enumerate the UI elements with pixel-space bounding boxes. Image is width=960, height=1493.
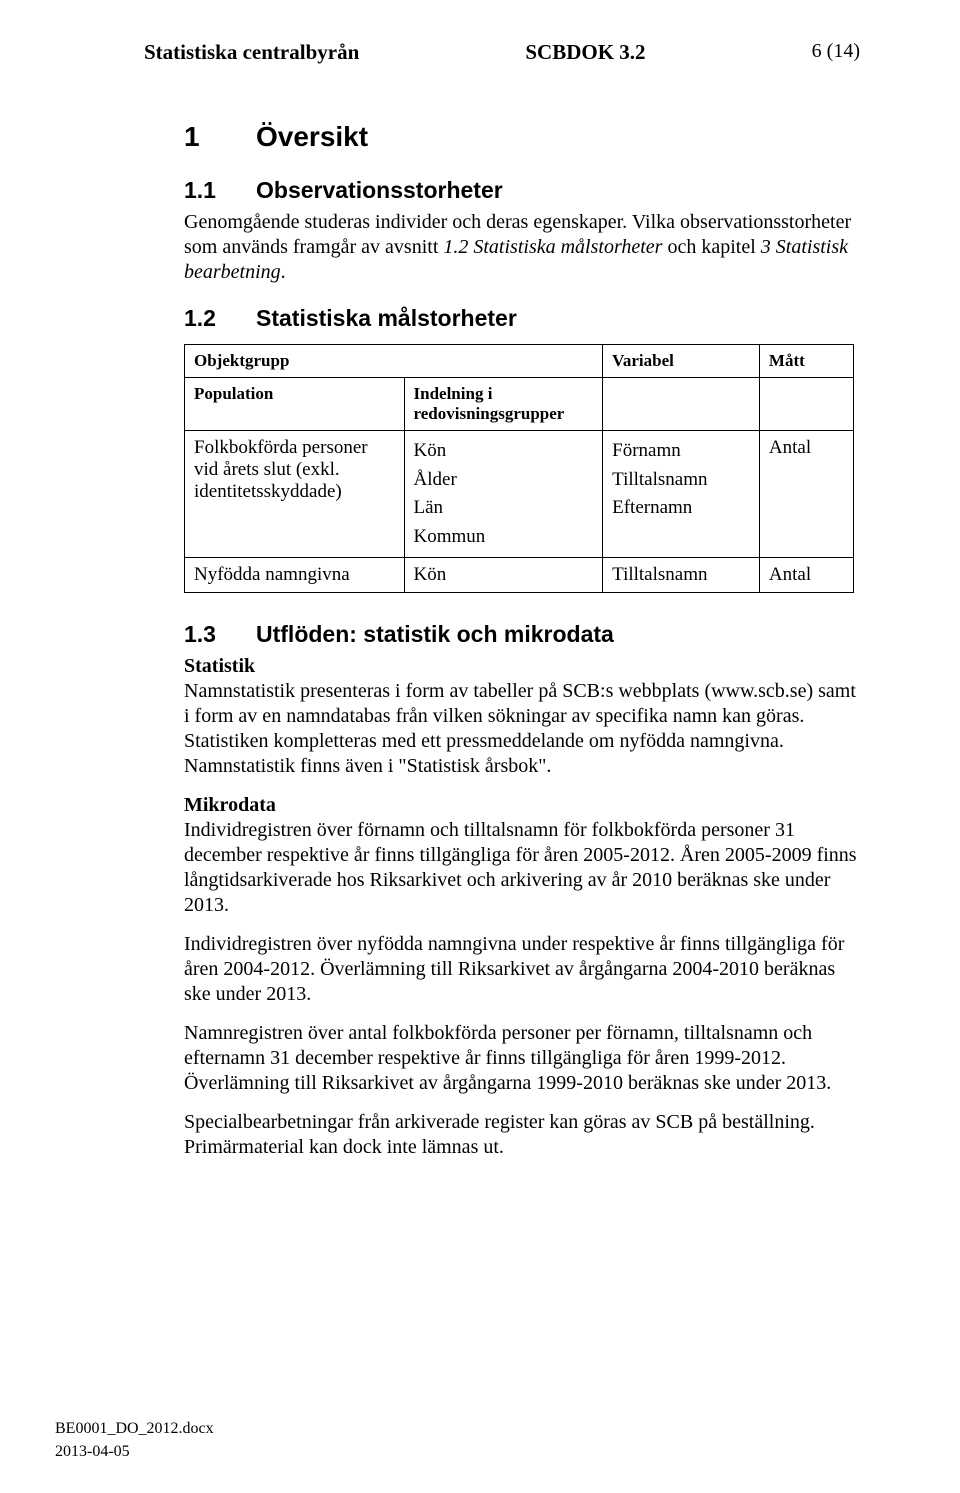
footer-filename: BE0001_DO_2012.docx	[55, 1417, 214, 1440]
cell-indelning-1: Kön Ålder Län Kommun	[404, 431, 603, 558]
ind-alder: Ålder	[414, 466, 594, 495]
label-mikrodata: Mikrodata	[184, 794, 276, 816]
para-statistik: Namnstatistik presenteras i form av tabe…	[184, 680, 856, 777]
para-mikrodata-4: Specialbearbetningar från arkiverade reg…	[184, 1110, 860, 1160]
th-objektgrupp: Objektgrupp	[185, 345, 603, 378]
ind-kon: Kön	[414, 437, 594, 466]
th-blank-matt	[759, 378, 853, 431]
para-mikrodata-3: Namnregistren över antal folkbokförda pe…	[184, 1021, 860, 1096]
page-header: Statistiska centralbyrån SCBDOK 3.2 6 (1…	[144, 40, 860, 65]
para-mikrodata-2: Individregistren över nyfödda namngivna …	[184, 932, 860, 1007]
th-matt: Mått	[759, 345, 853, 378]
cell-matt-1: Antal	[759, 431, 853, 558]
var-fornamn: Förnamn	[612, 437, 750, 466]
header-page-num: 6 (14)	[812, 40, 860, 65]
heading-1-title: Översikt	[256, 121, 368, 153]
table-header-row-2: Population Indelning i redovisningsgrupp…	[185, 378, 854, 431]
th-blank-var	[603, 378, 760, 431]
cell-indelning-2: Kön	[404, 558, 603, 593]
th-population: Population	[185, 378, 405, 431]
page-footer: BE0001_DO_2012.docx 2013-04-05	[55, 1417, 214, 1463]
heading-1-3-number: 1.3	[184, 621, 256, 648]
ind-kommun: Kommun	[414, 523, 594, 552]
label-statistik: Statistik	[184, 655, 255, 677]
var-efternamn: Efternamn	[612, 494, 750, 523]
table-row: Nyfödda namngivna Kön Tilltalsnamn Antal	[185, 558, 854, 593]
heading-1-1: 1.1 Observationsstorheter	[184, 177, 860, 204]
cell-variabel-2: Tilltalsnamn	[603, 558, 760, 593]
heading-1-2: 1.2 Statistiska målstorheter	[184, 305, 860, 332]
heading-1-3-title: Utflöden: statistik och mikrodata	[256, 621, 614, 648]
paragraph-1-1: Genomgående studeras individer och deras…	[184, 210, 860, 285]
cell-population-1: Folkbokförda personer vid årets slut (ex…	[185, 431, 405, 558]
th-indelning: Indelning i redovisningsgrupper	[404, 378, 603, 431]
para-mikrodata-1: Individregistren över förnamn och tillta…	[184, 819, 857, 916]
heading-1-2-title: Statistiska målstorheter	[256, 305, 517, 332]
footer-date: 2013-04-05	[55, 1440, 214, 1463]
table-header-row-1: Objektgrupp Variabel Mått	[185, 345, 854, 378]
cell-matt-2: Antal	[759, 558, 853, 593]
header-doc: SCBDOK 3.2	[525, 40, 645, 65]
ind-lan: Län	[414, 494, 594, 523]
cell-variabel-1: Förnamn Tilltalsnamn Efternamn	[603, 431, 760, 558]
section-1-3-body: Statistik Namnstatistik presenteras i fo…	[184, 654, 860, 1160]
var-tilltalsnamn: Tilltalsnamn	[612, 466, 750, 495]
heading-1-1-title: Observationsstorheter	[256, 177, 503, 204]
para11-italic1: 1.2 Statistiska målstorheter	[443, 236, 662, 258]
para11-end: .	[281, 261, 286, 283]
th-variabel: Variabel	[603, 345, 760, 378]
cell-population-2: Nyfödda namngivna	[185, 558, 405, 593]
heading-1-3: 1.3 Utflöden: statistik och mikrodata	[184, 621, 860, 648]
table-row: Folkbokförda personer vid årets slut (ex…	[185, 431, 854, 558]
heading-1-1-number: 1.1	[184, 177, 256, 204]
heading-1: 1 Översikt	[184, 121, 860, 153]
para11-mid: och kapitel	[662, 236, 760, 258]
heading-1-2-number: 1.2	[184, 305, 256, 332]
heading-1-number: 1	[184, 121, 256, 153]
header-org: Statistiska centralbyrån	[144, 40, 359, 65]
target-quantities-table: Objektgrupp Variabel Mått Population Ind…	[184, 344, 854, 593]
